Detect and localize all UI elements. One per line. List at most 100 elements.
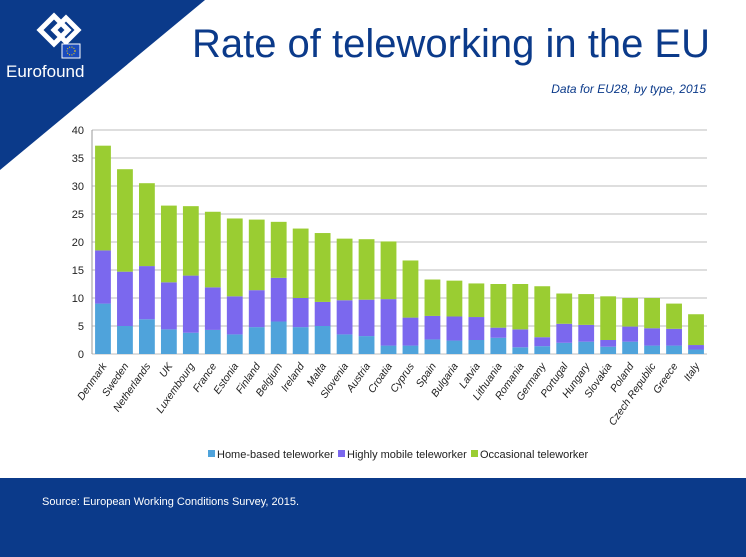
bar-segment xyxy=(95,250,111,304)
footer-bar: Source: European Working Conditions Surv… xyxy=(0,478,746,557)
y-tick-label: 40 xyxy=(72,125,84,137)
legend-swatch xyxy=(471,450,478,457)
bar-segment xyxy=(380,241,397,300)
bar-segment xyxy=(446,340,463,354)
bar-segment xyxy=(204,287,221,330)
bar-segment xyxy=(182,206,199,276)
bar-segment xyxy=(424,339,441,354)
bar-segment xyxy=(666,345,682,354)
bar-segment xyxy=(95,303,111,354)
y-tick-label: 30 xyxy=(72,181,84,193)
bar-segment xyxy=(534,346,551,354)
bar-segment xyxy=(336,300,353,335)
bar-segment xyxy=(644,298,660,329)
y-tick-label: 10 xyxy=(72,293,84,305)
legend-label: Home-based teleworker xyxy=(217,449,334,461)
bar-segment xyxy=(556,342,573,354)
bar-segment xyxy=(314,326,331,354)
bar-segment xyxy=(139,319,155,354)
page-title: Rate of teleworking in the EU xyxy=(191,22,710,66)
y-tick-label: 25 xyxy=(72,209,84,221)
bar-segment xyxy=(117,271,133,326)
brand-corner-banner: Eurofound xyxy=(0,0,205,170)
legend: Home-based teleworker Highly mobile telew… xyxy=(208,449,589,461)
brand-name: Eurofound xyxy=(6,62,84,81)
bar-segment xyxy=(270,221,287,278)
bar-segment xyxy=(600,296,617,340)
bar-segment xyxy=(160,282,177,330)
bar-segment xyxy=(314,233,331,302)
bar-segment xyxy=(556,323,573,343)
legend-label: Highly mobile teleworker xyxy=(347,449,467,461)
bar-segment xyxy=(402,317,419,346)
bar-segment xyxy=(139,266,155,320)
bar-segment xyxy=(556,293,573,324)
y-tick-label: 15 xyxy=(72,265,84,277)
bar-segment xyxy=(95,145,111,251)
y-tick-label: 35 xyxy=(72,153,84,165)
bar-segment xyxy=(666,328,682,346)
bar-segment xyxy=(270,277,287,322)
bar-segment xyxy=(424,279,441,316)
bar-segment xyxy=(292,298,309,328)
bar-segment xyxy=(490,284,507,328)
bar-segment xyxy=(468,283,485,318)
bar-segment xyxy=(688,314,704,346)
bars xyxy=(95,145,704,354)
bar-segment xyxy=(358,336,375,354)
bar-segment xyxy=(666,303,682,329)
y-tick-label: 0 xyxy=(78,349,84,361)
bar-segment xyxy=(622,298,639,327)
bar-segment xyxy=(292,327,309,354)
legend-swatch xyxy=(338,450,345,457)
bar-segment xyxy=(512,329,529,348)
bar-segment xyxy=(270,321,287,354)
bar-segment xyxy=(468,340,485,354)
bar-segment xyxy=(622,326,639,342)
y-tick-label: 5 xyxy=(78,321,84,333)
bar-segment xyxy=(336,334,353,354)
bar-segment xyxy=(226,296,243,335)
bar-segment xyxy=(468,317,485,340)
legend-label: Occasional teleworker xyxy=(480,449,589,461)
bar-segment xyxy=(204,329,221,354)
bar-segment xyxy=(490,327,507,338)
bar-segment xyxy=(314,301,331,326)
bar-segment xyxy=(358,239,375,300)
bar-segment xyxy=(380,299,397,346)
y-tick-label: 20 xyxy=(72,237,84,249)
bar-segment xyxy=(512,284,529,330)
bar-segment xyxy=(358,299,375,337)
bar-segment xyxy=(204,211,221,288)
bar-segment xyxy=(226,218,243,297)
bar-segment xyxy=(248,290,265,328)
bar-segment xyxy=(534,286,551,338)
bar-segment xyxy=(160,329,177,354)
bar-segment xyxy=(117,169,133,272)
source-note: Source: European Working Conditions Surv… xyxy=(42,496,300,508)
bar-segment xyxy=(512,347,529,354)
bar-segment xyxy=(182,332,199,354)
bar-segment xyxy=(402,345,419,354)
bar-segment xyxy=(578,294,595,325)
legend-swatch xyxy=(208,450,215,457)
bar-segment xyxy=(578,341,595,354)
bar-segment xyxy=(248,327,265,354)
bar-segment xyxy=(226,334,243,354)
bar-segment xyxy=(446,280,463,317)
stacked-bar-chart: 0 5 10 15 20 25 30 35 40 DenmarkSwedenNetherland… xyxy=(72,125,707,461)
bar-segment xyxy=(446,316,463,341)
bar-segment xyxy=(600,346,617,354)
page-subtitle: Data for EU28, by type, 2015 xyxy=(551,82,706,96)
bar-segment xyxy=(182,275,199,333)
bar-segment xyxy=(117,326,133,354)
bar-segment xyxy=(292,228,309,298)
bar-segment xyxy=(688,349,704,354)
bar-segment xyxy=(622,341,639,354)
bar-segment xyxy=(578,324,595,342)
bar-segment xyxy=(600,340,617,347)
bar-segment xyxy=(139,183,155,267)
bar-segment xyxy=(644,345,660,354)
bar-segment xyxy=(490,337,507,354)
